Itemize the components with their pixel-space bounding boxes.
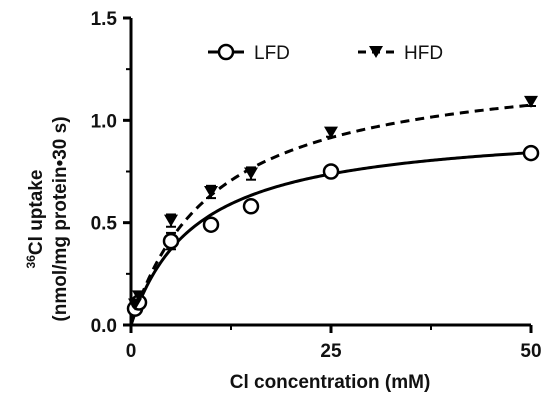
- data-point-hfd: [132, 290, 146, 303]
- y-axis-title-line1: 36Cl uptake: [24, 170, 47, 269]
- data-point-hfd: [244, 167, 258, 180]
- legend-hfd-label: HFD: [404, 43, 443, 64]
- data-point-lfd: [242, 198, 260, 215]
- y-tick-label: 0.0: [91, 316, 117, 337]
- x-tick-label: 50: [520, 341, 541, 362]
- legend: LFD HFD: [208, 43, 443, 64]
- data-point-lfd: [522, 144, 540, 162]
- y-tick-label: 1.5: [91, 9, 118, 30]
- tick-labels: 0.0 0.5 1.0 1.5 0 25 50: [91, 9, 542, 362]
- legend-lfd-marker: [217, 43, 235, 61]
- data-point-hfd: [204, 185, 218, 198]
- x-tick-label: 0: [126, 341, 137, 362]
- data-point-lfd: [202, 216, 220, 233]
- x-tick-label: 25: [320, 341, 342, 362]
- legend-hfd-marker: [369, 46, 383, 58]
- data-point-hfd: [128, 298, 142, 311]
- axes: [123, 16, 533, 333]
- data-point-lfd: [162, 232, 180, 250]
- data-point-hfd: [324, 126, 338, 139]
- data-point-hfd: [164, 214, 178, 227]
- x-axis-title: Cl concentration (mM): [230, 372, 431, 393]
- y-tick-label: 0.5: [91, 214, 118, 235]
- y-axis-title-main: Cl uptake: [26, 170, 47, 256]
- data-points: [126, 95, 540, 317]
- y-tick-label: 1.0: [91, 111, 117, 132]
- data-point-lfd: [322, 163, 340, 180]
- y-axis-title-superscript: 36: [24, 255, 38, 269]
- legend-lfd-label: LFD: [254, 43, 290, 64]
- data-point-hfd: [524, 95, 538, 108]
- y-axis-title-line2: (nmol/mg protein•30 s): [50, 116, 71, 321]
